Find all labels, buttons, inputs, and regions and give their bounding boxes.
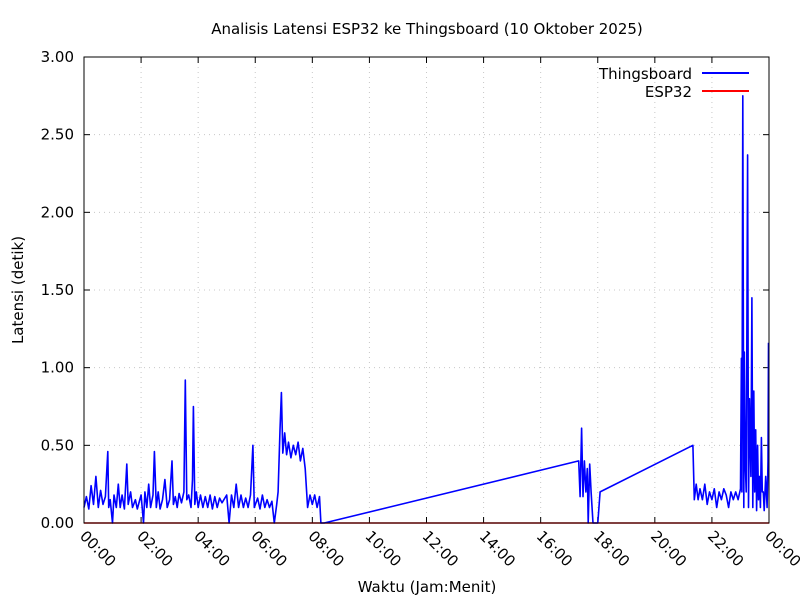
x-tick-label: 00:00 [761, 527, 800, 570]
y-axis-label: Latensi (detik) [9, 236, 27, 344]
legend-label: Thingsboard [598, 65, 692, 83]
series-lines [83, 95, 770, 524]
grid-lines [84, 57, 769, 523]
x-tick-label: 20:00 [647, 527, 690, 570]
y-tick-label: 2.50 [41, 126, 74, 144]
y-tick-label: 2.00 [41, 203, 74, 221]
plot-frame [83, 56, 770, 524]
x-axis-label: Waktu (Jam:Menit) [358, 578, 497, 596]
x-tick-label: 10:00 [362, 527, 405, 570]
y-axis-ticks: 0.00 0.50 1.00 1.50 2.00 2.50 3.00 [41, 48, 769, 532]
y-tick-label: 0.00 [41, 514, 74, 532]
x-tick-label: 12:00 [419, 527, 462, 570]
x-axis-ticks: 00:00 02:00 04:00 06:00 08:00 10:00 12:00 14:00… [76, 57, 800, 570]
x-tick-label: 00:00 [76, 527, 119, 570]
x-tick-label: 22:00 [704, 527, 747, 570]
x-tick-label: 16:00 [533, 527, 576, 570]
y-tick-label: 1.00 [41, 359, 74, 377]
x-tick-label: 02:00 [133, 527, 176, 570]
x-tick-label: 06:00 [247, 527, 290, 570]
legend-label: ESP32 [645, 83, 692, 101]
x-tick-label: 18:00 [590, 527, 633, 570]
y-tick-label: 0.50 [41, 436, 74, 454]
x-tick-label: 14:00 [476, 527, 519, 570]
y-tick-label: 3.00 [41, 48, 74, 66]
x-tick-label: 08:00 [305, 527, 348, 570]
y-tick-label: 1.50 [41, 281, 74, 299]
chart-title: Analisis Latensi ESP32 ke Thingsboard (1… [211, 20, 643, 38]
series-line-thingsboard [83, 95, 770, 524]
x-tick-label: 04:00 [190, 527, 233, 570]
